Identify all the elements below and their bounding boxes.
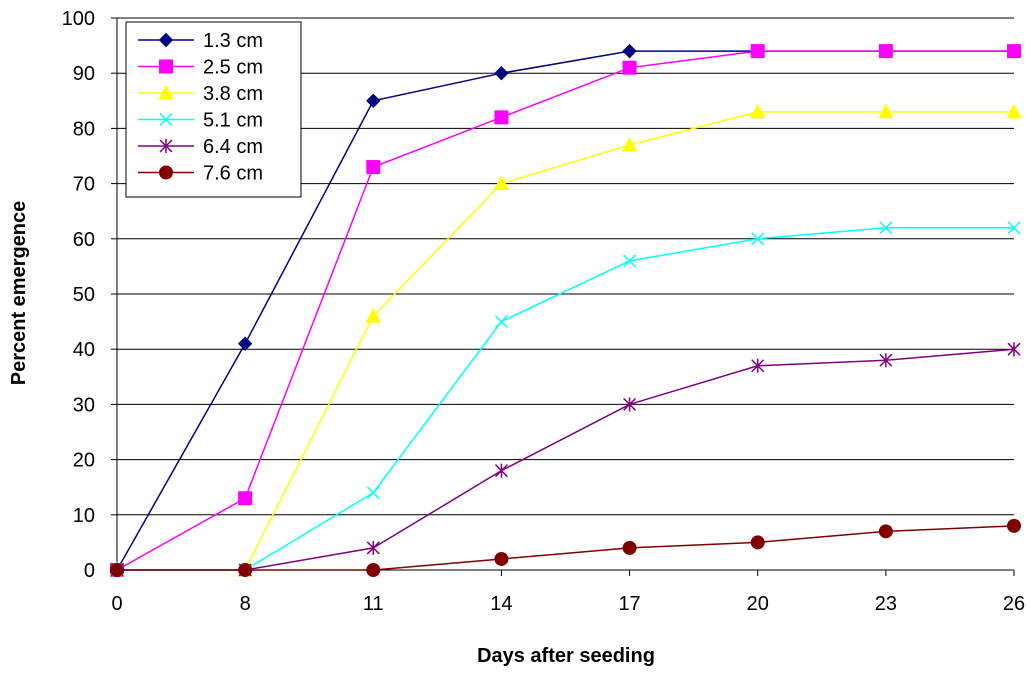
data-point xyxy=(366,486,380,500)
legend-item: 5.1 cm xyxy=(138,110,263,132)
series-group xyxy=(109,43,1022,578)
axes: 0 10 20 30 40 50 60 70 80 90 100 0 8 11 14 17 20 23 26 xyxy=(62,8,1026,615)
data-point xyxy=(238,491,253,506)
x-tick-label: 17 xyxy=(618,593,640,615)
data-point xyxy=(750,535,765,550)
legend-marker xyxy=(159,165,173,180)
legend-item: 3.8 cm xyxy=(138,83,263,105)
legend: 1.3 cm 2.5 cm 3.8 cm 5.1 cm 6.4 cm 7.6 cm xyxy=(125,21,302,198)
series-line xyxy=(117,348,1015,571)
legend-item: 7.6 cm xyxy=(138,163,263,185)
data-point xyxy=(366,93,381,109)
legend-marker xyxy=(158,32,174,48)
data-point xyxy=(879,221,893,235)
legend-box xyxy=(125,21,302,198)
x-tick-label: 0 xyxy=(111,593,122,615)
y-tick-label: 80 xyxy=(73,118,95,140)
data-point xyxy=(623,254,637,268)
data-point xyxy=(365,308,382,323)
data-point xyxy=(493,175,510,191)
legend-label: 6.4 cm xyxy=(203,136,263,158)
data-point xyxy=(1007,221,1021,235)
data-point xyxy=(623,397,637,412)
legend-item: 1.3 cm xyxy=(138,30,263,52)
series-line xyxy=(116,50,1014,571)
data-point xyxy=(878,44,893,59)
data-point xyxy=(238,563,253,577)
data-point xyxy=(879,353,893,368)
y-tick-label: 50 xyxy=(73,284,95,306)
data-point xyxy=(1007,44,1021,59)
x-tick-label: 11 xyxy=(363,593,384,615)
data-point xyxy=(237,336,253,351)
legend-label: 2.5 cm xyxy=(203,57,263,79)
x-tick-label: 14 xyxy=(490,593,512,615)
data-point xyxy=(622,43,637,59)
y-tick-label: 100 xyxy=(62,8,95,30)
data-point xyxy=(366,540,380,555)
y-tick-label: 90 xyxy=(73,63,95,85)
legend-marker xyxy=(159,139,173,153)
series-7_6-cm xyxy=(110,518,1021,577)
data-point xyxy=(622,540,637,555)
data-point xyxy=(1006,103,1022,119)
x-axis-title: Days after seeding xyxy=(477,645,655,667)
x-tick-label: 23 xyxy=(875,593,897,615)
y-tick-label: 0 xyxy=(84,560,95,582)
data-point xyxy=(494,463,508,478)
data-point xyxy=(494,315,508,329)
data-point xyxy=(494,551,509,566)
data-point xyxy=(750,44,765,59)
data-point xyxy=(878,103,894,119)
data-point xyxy=(494,110,509,125)
y-tick-label: 30 xyxy=(73,394,95,416)
y-axis-title: Percent emergence xyxy=(8,201,30,386)
legend-marker xyxy=(159,59,173,74)
legend-item: 6.4 cm xyxy=(138,136,263,158)
data-point xyxy=(1007,342,1021,357)
data-point xyxy=(621,136,638,152)
data-point xyxy=(878,524,893,539)
data-point xyxy=(751,232,765,246)
series-line xyxy=(117,111,1014,571)
data-point xyxy=(749,103,766,119)
data-point xyxy=(751,358,765,373)
legend-marker xyxy=(159,112,173,127)
y-tick-label: 20 xyxy=(73,450,95,472)
data-point xyxy=(622,60,637,75)
data-point xyxy=(1007,518,1021,533)
legend-item: 2.5 cm xyxy=(138,57,263,79)
legend-label: 5.1 cm xyxy=(203,110,263,132)
data-point xyxy=(366,563,381,577)
series-5_1-cm xyxy=(110,221,1021,577)
legend-marker xyxy=(158,84,174,100)
y-tick-label: 70 xyxy=(73,174,95,196)
x-tick-label: 8 xyxy=(240,593,251,615)
series-line xyxy=(117,525,1015,571)
legend-label: 3.8 cm xyxy=(203,83,263,105)
legend-label: 7.6 cm xyxy=(203,163,263,185)
y-tick-label: 40 xyxy=(73,339,95,361)
x-tick-label: 20 xyxy=(747,593,769,615)
x-tick-label: 26 xyxy=(1003,593,1025,615)
legend-label: 1.3 cm xyxy=(203,30,263,52)
data-point xyxy=(366,160,381,175)
series-line xyxy=(117,227,1014,571)
y-tick-label: 60 xyxy=(73,229,95,251)
data-point xyxy=(110,563,124,577)
data-point xyxy=(494,65,509,81)
y-tick-label: 10 xyxy=(73,505,95,527)
